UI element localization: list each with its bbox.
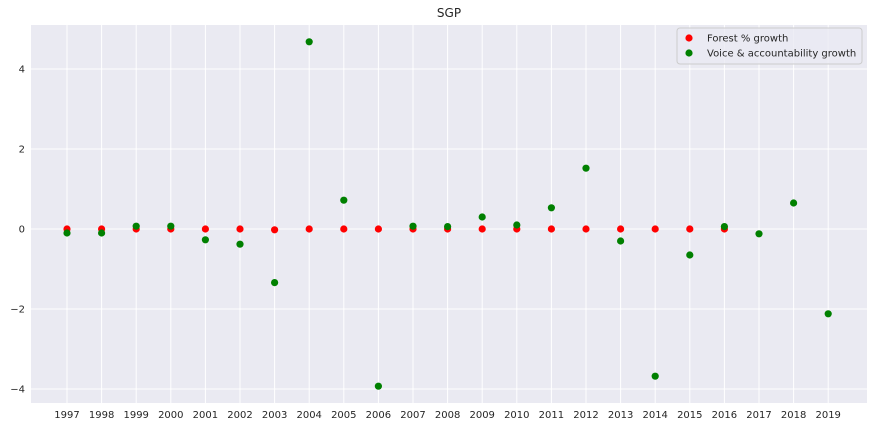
x-tick-label: 2017 [746, 410, 771, 421]
x-tick-label: 2010 [504, 410, 529, 421]
x-tick-label: 2016 [712, 410, 737, 421]
x-tick-label: 2014 [642, 410, 667, 421]
data-point-forest [236, 225, 244, 233]
data-point-forest [617, 225, 625, 233]
data-point-forest [305, 225, 313, 233]
data-point-forest [374, 225, 382, 233]
y-tick-label: −4 [10, 385, 25, 396]
x-tick-label: 2015 [677, 410, 702, 421]
data-point-voice [132, 222, 140, 230]
data-point-voice [374, 382, 382, 390]
plot-area [31, 25, 867, 403]
x-tick-label: 2002 [227, 410, 252, 421]
data-point-voice [582, 164, 590, 172]
data-point-voice [444, 223, 452, 231]
data-point-voice [824, 310, 832, 318]
x-tick-label: 2006 [366, 410, 391, 421]
y-tick-label: 2 [19, 145, 25, 156]
data-point-voice [271, 279, 279, 287]
data-point-voice [617, 237, 625, 245]
data-point-voice [790, 199, 798, 207]
data-point-forest [340, 225, 348, 233]
data-point-voice [409, 222, 417, 230]
data-point-voice [547, 204, 556, 212]
legend-label: Voice & accountability growth [707, 49, 856, 60]
x-tick-label: 2005 [331, 410, 356, 421]
y-tick-label: 0 [19, 225, 25, 236]
x-tick-label: 2003 [262, 410, 287, 421]
legend-marker [685, 49, 693, 57]
data-point-voice [236, 240, 244, 248]
data-point-forest [547, 225, 556, 233]
x-tick-label: 2011 [539, 410, 564, 421]
data-point-forest [582, 225, 590, 233]
data-point-forest [478, 225, 486, 233]
data-point-voice [686, 251, 694, 259]
x-tick-label: 2007 [400, 410, 425, 421]
chart-title: SGP [437, 6, 461, 20]
data-point-voice [167, 222, 175, 230]
data-point-voice [98, 229, 106, 237]
legend-marker [685, 34, 693, 42]
x-tick-label: 2001 [193, 410, 218, 421]
x-tick-label: 1997 [54, 410, 79, 421]
data-point-forest [271, 226, 279, 234]
legend: Forest % growth Voice & accountability gr… [676, 27, 863, 65]
legend-box [676, 27, 863, 65]
y-tick-label: −2 [10, 305, 25, 316]
x-tick-label: 2019 [815, 410, 840, 421]
data-point-voice [513, 221, 521, 229]
x-tick-label: 1998 [89, 410, 114, 421]
data-point-voice [340, 196, 348, 204]
x-tick-label: 2018 [781, 410, 806, 421]
y-tick-label: 4 [19, 65, 25, 76]
x-tick-label: 2004 [296, 410, 321, 421]
x-tick-label: 2008 [435, 410, 460, 421]
data-point-voice [305, 38, 313, 46]
data-point-forest [686, 225, 694, 233]
data-points [63, 38, 832, 390]
data-point-voice [201, 236, 209, 244]
data-point-forest [651, 225, 659, 233]
data-point-forest [201, 225, 209, 233]
x-tick-label: 1999 [123, 410, 148, 421]
data-point-voice [755, 230, 763, 238]
x-tick-label: 2009 [469, 410, 494, 421]
x-tick-label: 2013 [608, 410, 633, 421]
x-tick-label: 2012 [573, 410, 598, 421]
data-point-voice [720, 223, 729, 231]
data-point-voice [63, 229, 71, 237]
axes: 1997 1998 1999 2000 2001 2002 2003 2004 2005 2006… [10, 65, 841, 422]
x-tick-label: 2000 [158, 410, 183, 421]
data-point-voice [478, 213, 486, 221]
legend-label: Forest % growth [707, 34, 788, 45]
data-point-voice [651, 372, 659, 380]
